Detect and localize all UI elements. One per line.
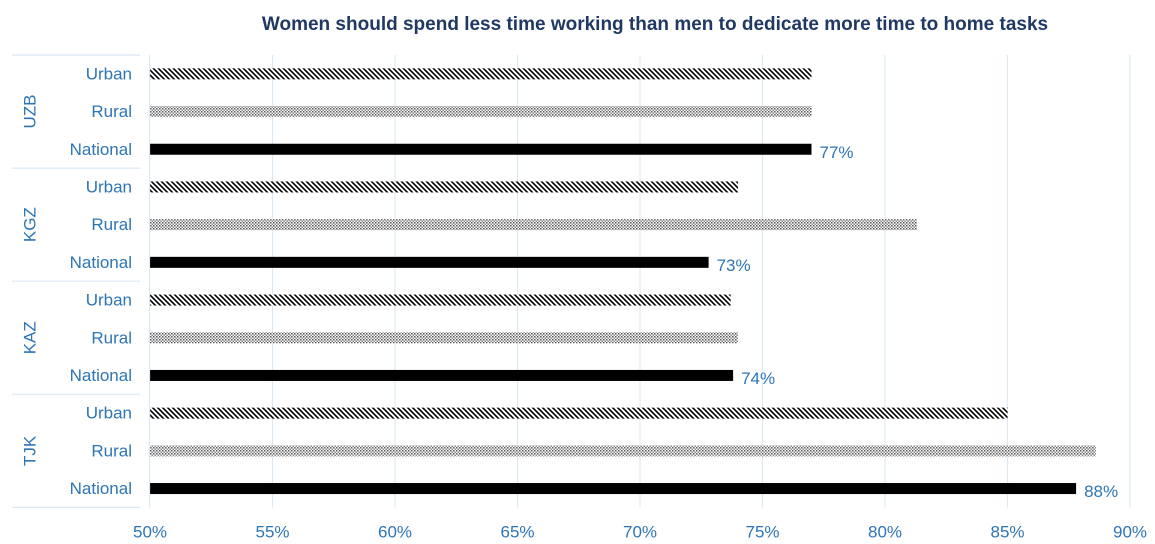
category-label: National (70, 140, 132, 159)
group-label-tjk: TJK (21, 435, 40, 466)
bars: 77% 73% 74% 88% (150, 68, 1118, 501)
bar-kaz-urban (150, 294, 731, 306)
bar-tjk-national (150, 483, 1077, 495)
data-label: 73% (717, 256, 751, 275)
bar-kgz-national (150, 256, 709, 268)
category-label: Urban (86, 404, 132, 423)
bar-uzb-urban (150, 68, 812, 80)
category-label: Urban (86, 177, 132, 196)
bar-tjk-rural (150, 445, 1096, 457)
category-label: Rural (91, 102, 132, 121)
category-label: National (70, 253, 132, 272)
bar-uzb-rural (150, 106, 812, 118)
category-label: Rural (91, 441, 132, 460)
category-label: National (70, 479, 132, 498)
bar-uzb-national (150, 143, 812, 155)
x-tick-label: 70% (623, 522, 657, 541)
data-label: 77% (820, 143, 854, 162)
category-label: Urban (86, 291, 132, 310)
x-tick-label: 85% (990, 522, 1024, 541)
category-label: Rural (91, 328, 132, 347)
bar-kaz-national (150, 369, 734, 381)
data-label: 74% (741, 369, 775, 388)
x-tick-label: 80% (868, 522, 902, 541)
category-label: Urban (86, 64, 132, 83)
data-label: 88% (1084, 482, 1118, 501)
category-label: National (70, 366, 132, 385)
bar-kgz-urban (150, 181, 738, 193)
chart-title: Women should spend less time working tha… (262, 14, 1048, 35)
group-label-kaz: KAZ (21, 321, 40, 354)
bar-kaz-rural (150, 332, 738, 344)
x-tick-label: 90% (1113, 522, 1147, 541)
x-tick-label: 60% (378, 522, 412, 541)
axes: 50% 55% 60% 65% 70% 75% 80% 85% 90% UZB Urban Rural… (12, 54, 1147, 541)
bar-tjk-urban (150, 407, 1008, 419)
x-tick-label: 50% (133, 522, 167, 541)
x-tick-label: 55% (255, 522, 289, 541)
group-label-uzb: UZB (21, 95, 40, 129)
gridlines (271, 55, 1131, 508)
bar-kgz-rural (150, 219, 917, 231)
group-label-kgz: KGZ (21, 207, 40, 242)
category-label: Rural (91, 215, 132, 234)
x-tick-label: 75% (745, 522, 779, 541)
x-tick-label: 65% (500, 522, 534, 541)
